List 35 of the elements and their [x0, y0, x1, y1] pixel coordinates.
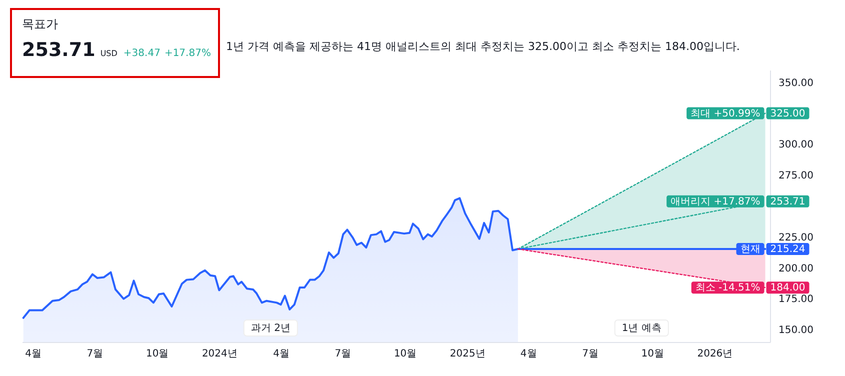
x-tick-label: 10월	[641, 348, 664, 360]
x-tick-label: 7월	[334, 348, 352, 360]
y-tick-label: 300.00	[778, 140, 814, 151]
data-label: 184.00	[770, 282, 806, 294]
x-tick-label: 4월	[520, 348, 537, 360]
text: +38.47	[123, 48, 160, 59]
legend-label: 최소 -14.51%	[695, 282, 760, 294]
y-tick-label: 150.00	[778, 325, 814, 336]
x-tick-label: 2025년	[450, 348, 486, 360]
text: 목표가	[22, 16, 59, 33]
x-tick-label: 2024년	[202, 348, 238, 360]
text: 1년 가격 예측을 제공하는 41명 애널리스트의 최대 추정치는 325.00이고 최소 추정치는 184.00입니다.	[226, 40, 741, 54]
x-tick-label: 7월	[582, 348, 598, 360]
x-tick-label: 4월	[273, 348, 290, 360]
annotation: 과거 2년	[250, 323, 290, 334]
data-label: 325.00	[770, 108, 806, 120]
annotation: 1년 예측	[622, 323, 662, 334]
data-label: 215.24	[770, 244, 806, 255]
x-tick-label: 10월	[394, 348, 417, 360]
data-label: 253.71	[770, 196, 806, 208]
text: +17.87%	[164, 48, 211, 59]
y-tick-label: 225.00	[778, 232, 814, 244]
legend-label: 최대 +50.99%	[690, 108, 760, 120]
text: USD	[100, 49, 118, 58]
legend-label: 현재	[740, 244, 760, 255]
x-tick-label: 7월	[86, 348, 104, 360]
legend-label: 애버리지 +17.87%	[670, 196, 760, 208]
x-tick-label: 4월	[25, 348, 42, 360]
y-tick-label: 275.00	[778, 170, 814, 182]
text: 253.71	[22, 39, 96, 61]
y-tick-label: 350.00	[778, 78, 814, 89]
x-tick-label: 10월	[146, 348, 169, 360]
y-tick-label: 175.00	[778, 294, 814, 306]
x-tick-label: 2026년	[697, 348, 733, 360]
y-tick-label: 200.00	[778, 263, 814, 274]
